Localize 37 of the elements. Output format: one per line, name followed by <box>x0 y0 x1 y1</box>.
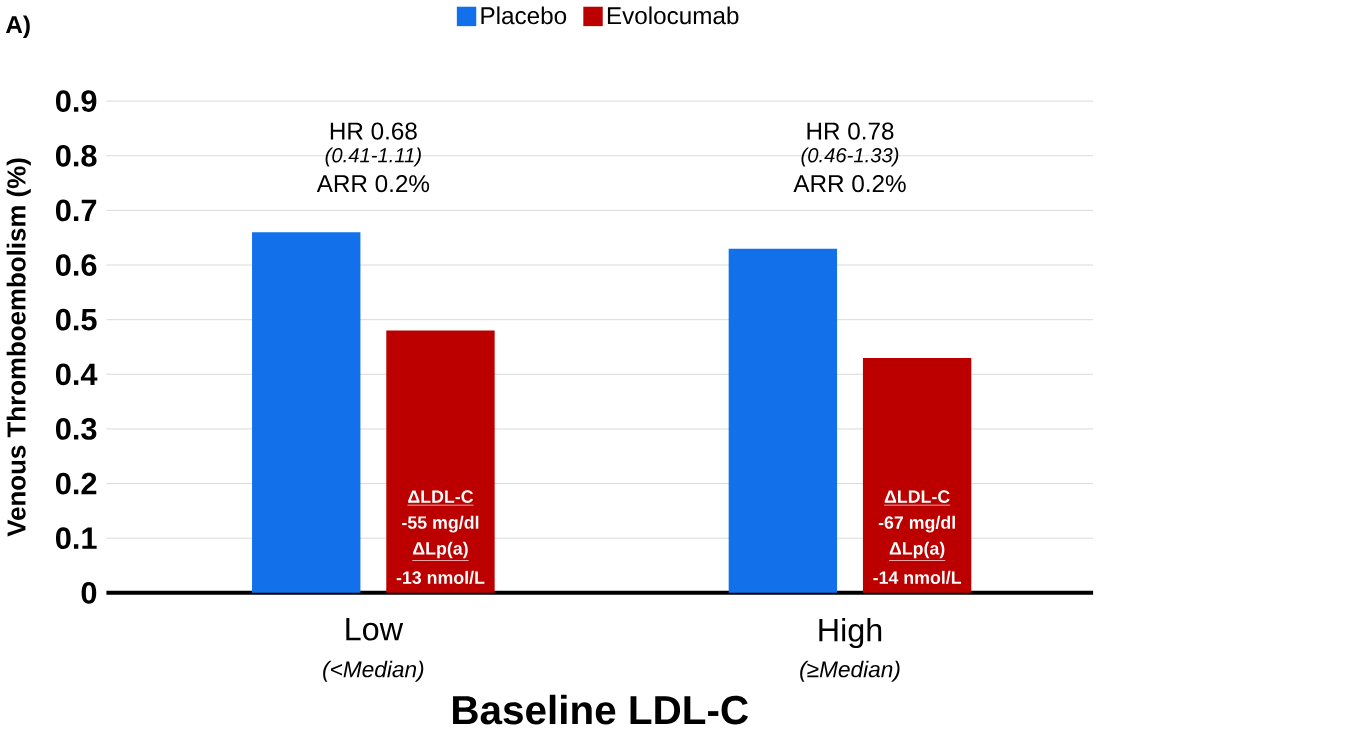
bar <box>728 248 838 594</box>
y-tick-label: 0.3 <box>55 418 97 441</box>
y-tick-label: 0 <box>81 582 97 604</box>
x-tick-label: Low <box>346 618 404 641</box>
annotation: -67 mg/dl <box>878 515 955 533</box>
annotation: ARR 0.2% <box>793 175 906 193</box>
annotation: ΔLp(a) <box>889 541 945 559</box>
y-tick-label: 0.7 <box>55 199 97 222</box>
annotation: ΔLp(a) <box>413 541 468 559</box>
legend-label: Placebo <box>481 6 567 25</box>
text: (≥Median) <box>800 660 900 683</box>
legend-label: Evolocumab <box>607 6 739 25</box>
y-tick-label: 0.2 <box>55 472 97 495</box>
bar <box>386 330 495 594</box>
bar <box>252 232 361 594</box>
annotation: ΔLDL-C <box>884 490 950 504</box>
y-tick-label: 0.8 <box>55 145 97 167</box>
y-tick-label: 0.1 <box>55 527 97 550</box>
y-tick-label: 0.9 <box>55 90 97 113</box>
y-tick-label: 0.4 <box>55 363 98 386</box>
y-axis-title: Venous Thromboembolism (%) <box>6 158 31 537</box>
annotation: HR 0.78 <box>807 122 894 140</box>
annotation: HR 0.68 <box>330 122 417 140</box>
annotation: ΔLDL-C <box>408 490 474 504</box>
y-tick-label: 0.6 <box>55 254 97 277</box>
bar <box>862 358 972 594</box>
y-tick-label: 0.5 <box>55 308 97 331</box>
annotation: -55 mg/dl <box>402 515 479 533</box>
text: A) <box>5 15 30 39</box>
x-tick-label: High <box>819 618 882 649</box>
annotation: (0.46-1.33) <box>801 147 899 167</box>
annotation: -13 nmol/L <box>396 571 485 585</box>
annotation: (0.41-1.11) <box>325 147 421 167</box>
x-axis-title: Baseline LDL-C <box>453 694 749 725</box>
text: (<Median) <box>323 660 424 683</box>
annotation: -14 nmol/L <box>873 571 962 585</box>
annotation: ARR 0.2% <box>316 175 430 193</box>
